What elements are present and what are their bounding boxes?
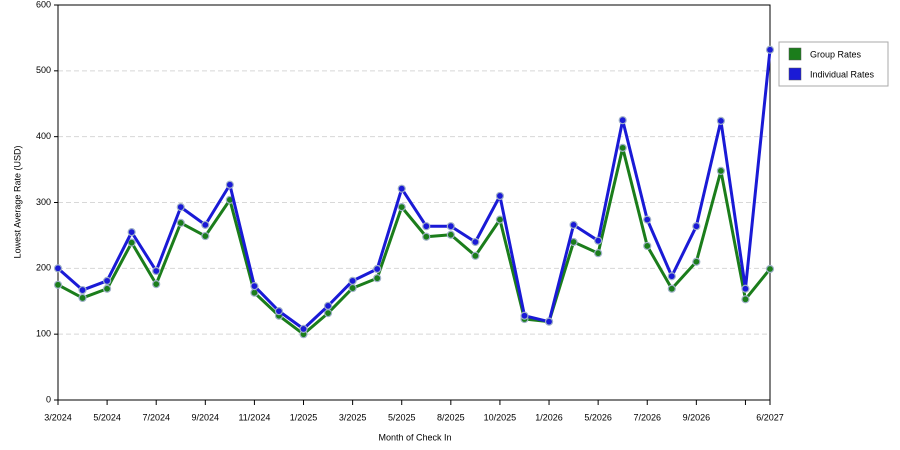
- data-point: [152, 280, 161, 289]
- x-tick-label: 7/2026: [633, 412, 661, 422]
- data-point: [323, 301, 333, 310]
- data-point: [618, 143, 627, 152]
- series-line: [57, 146, 772, 336]
- x-tick-label: 9/2024: [192, 412, 220, 422]
- legend-label: Individual Rates: [810, 69, 875, 79]
- data-point: [176, 203, 185, 212]
- x-tick-label: 3/2024: [44, 412, 72, 422]
- data-point: [692, 222, 701, 231]
- data-point: [471, 237, 480, 247]
- legend-label: Group Rates: [810, 49, 862, 59]
- x-tick-label: 10/2025: [484, 412, 517, 422]
- data-point: [446, 222, 455, 231]
- y-tick-label: 100: [36, 329, 51, 339]
- data-point: [495, 215, 505, 224]
- data-point: [201, 231, 210, 241]
- data-point: [471, 251, 480, 260]
- x-tick-label: 5/2026: [584, 412, 612, 422]
- data-point: [53, 264, 63, 273]
- x-tick-label: 5/2024: [93, 412, 121, 422]
- data-point: [78, 293, 87, 303]
- y-tick-label: 400: [36, 131, 51, 141]
- x-axis-label: Month of Check In: [378, 432, 451, 442]
- y-tick-label: 500: [36, 65, 51, 75]
- data-point: [618, 116, 627, 125]
- data-point: [422, 232, 431, 241]
- y-tick-label: 600: [36, 0, 51, 9]
- data-point: [274, 307, 284, 316]
- y-axis-label: Lowest Average Rate (USD): [12, 146, 22, 259]
- data-point: [667, 284, 676, 293]
- x-tick-label: 1/2025: [290, 412, 318, 422]
- data-point: [78, 285, 87, 295]
- y-tick-label: 0: [46, 394, 51, 404]
- data-point: [667, 272, 676, 281]
- data-point: [520, 311, 529, 320]
- data-point: [373, 264, 382, 274]
- plot-frame: [57, 4, 771, 401]
- x-tick-label: 5/2025: [388, 412, 416, 422]
- x-tick-label: 8/2025: [437, 412, 465, 422]
- data-point: [643, 241, 652, 251]
- y-tick-label: 200: [36, 263, 51, 273]
- data-point: [446, 230, 455, 239]
- data-point: [397, 203, 406, 212]
- legend-swatch: [788, 47, 802, 61]
- x-tick-label: 1/2026: [535, 412, 563, 422]
- data-point: [765, 45, 775, 54]
- data-point: [741, 284, 750, 293]
- x-tick-label: 3/2025: [339, 412, 367, 422]
- data-point: [103, 284, 112, 293]
- data-point: [397, 184, 406, 193]
- data-point: [495, 191, 505, 201]
- data-point: [348, 283, 357, 293]
- data-point: [569, 220, 578, 229]
- data-point: [250, 282, 259, 291]
- data-point: [594, 236, 603, 245]
- x-tick-label: 6/2027: [756, 412, 784, 422]
- data-point: [594, 249, 603, 258]
- data-point: [53, 280, 63, 289]
- data-point: [716, 116, 725, 125]
- x-tick-label: 7/2024: [142, 412, 170, 422]
- data-point: [373, 274, 382, 283]
- data-point: [422, 222, 431, 231]
- data-point: [152, 266, 161, 276]
- data-point: [225, 180, 234, 189]
- y-tick-label: 300: [36, 197, 51, 207]
- data-point: [299, 324, 308, 333]
- data-point: [692, 257, 701, 266]
- data-point: [201, 220, 210, 229]
- data-point: [348, 276, 357, 285]
- data-point: [741, 295, 750, 304]
- data-point: [544, 317, 554, 326]
- x-tick-label: 9/2026: [683, 412, 711, 422]
- data-point: [176, 218, 185, 228]
- data-point: [103, 276, 112, 285]
- x-tick-label: 11/2024: [238, 412, 270, 422]
- legend-swatch: [788, 67, 802, 81]
- data-point: [716, 166, 725, 175]
- data-point: [127, 238, 136, 247]
- data-point: [643, 215, 652, 224]
- data-point: [323, 309, 333, 318]
- data-point: [127, 228, 136, 237]
- series-line: [57, 49, 772, 331]
- data-point: [765, 264, 775, 274]
